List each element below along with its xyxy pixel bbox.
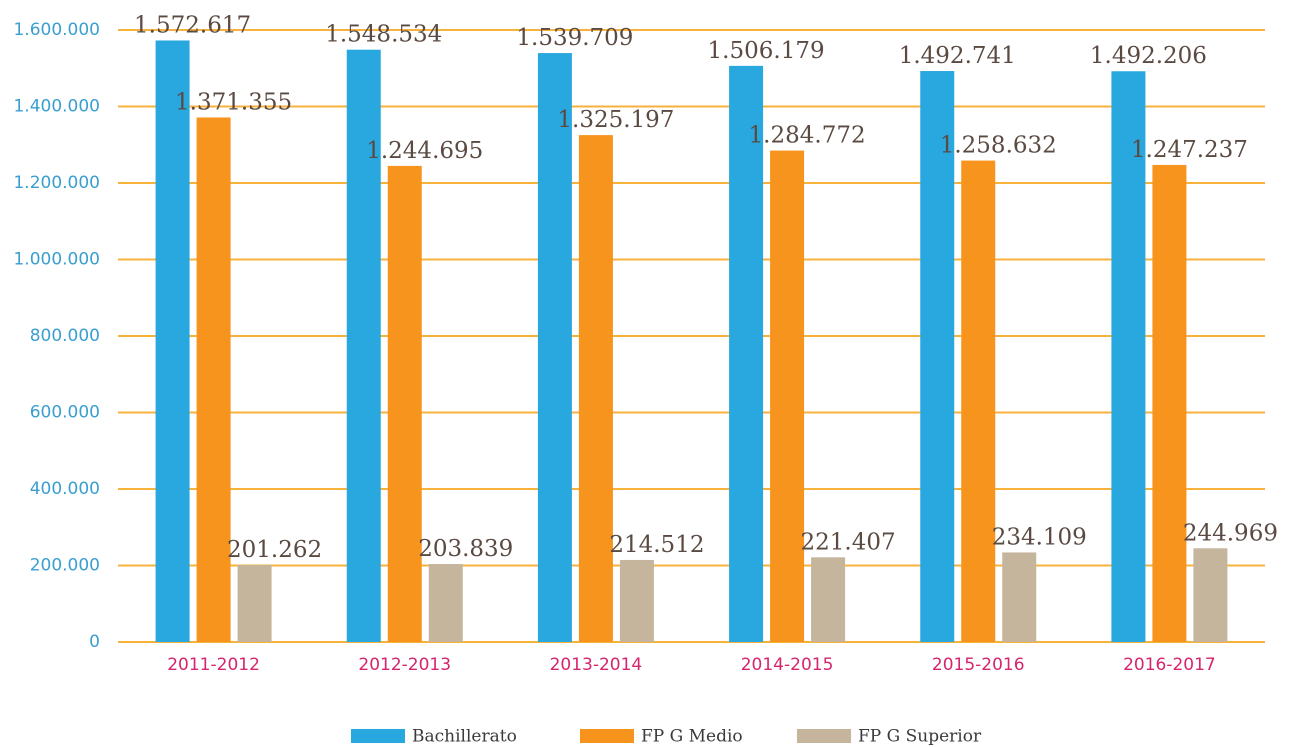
- value-label: 1.492.741: [899, 43, 1016, 69]
- value-label: 1.572.617: [134, 12, 251, 38]
- bar: [537, 53, 572, 643]
- legend-swatch: [580, 729, 634, 743]
- x-tick-label: 2015-2016: [932, 655, 1025, 675]
- value-label: 1.506.179: [708, 38, 825, 64]
- value-label: 244.969: [1183, 520, 1278, 546]
- y-tick-label: 200.000: [30, 556, 100, 576]
- value-label: 1.371.355: [175, 89, 292, 115]
- x-tick-label: 2013-2014: [550, 655, 643, 675]
- y-tick-label: 1.000.000: [13, 250, 100, 270]
- value-label: 1.492.206: [1090, 43, 1207, 69]
- y-tick-label: 1.400.000: [13, 97, 100, 117]
- y-tick-label: 800.000: [30, 326, 100, 346]
- x-tick-label: 2012-2013: [358, 655, 451, 675]
- y-tick-label: 0: [89, 632, 100, 652]
- value-label: 1.247.237: [1131, 137, 1248, 163]
- value-label: 1.244.695: [366, 138, 483, 164]
- legend-swatch: [797, 729, 851, 743]
- x-tick-label: 2014-2015: [741, 655, 834, 675]
- bar: [811, 557, 846, 642]
- y-tick-label: 1.200.000: [13, 173, 100, 193]
- legend-swatch: [351, 729, 405, 743]
- bar: [961, 160, 996, 643]
- y-tick-label: 1.600.000: [13, 20, 100, 40]
- bar: [729, 65, 764, 642]
- legend-label: FP G Medio: [641, 727, 743, 747]
- bar: [1152, 164, 1187, 642]
- value-label: 201.262: [227, 537, 322, 563]
- bar: [1193, 548, 1228, 642]
- bar: [770, 150, 805, 642]
- value-label: 221.407: [801, 529, 896, 555]
- value-label: 1.284.772: [749, 123, 866, 149]
- value-label: 1.548.534: [325, 22, 442, 48]
- bar: [1002, 552, 1037, 642]
- y-tick-label: 600.000: [30, 403, 100, 423]
- legend-label: Bachillerato: [412, 727, 517, 747]
- bar: [155, 40, 190, 642]
- x-tick-label: 2016-2017: [1123, 655, 1216, 675]
- bar: [196, 117, 231, 642]
- value-label: 214.512: [609, 532, 704, 558]
- value-label: 1.539.709: [516, 25, 633, 51]
- bar: [428, 564, 463, 642]
- legend-label: FP G Superior: [858, 727, 982, 747]
- bar: [1111, 71, 1146, 643]
- y-tick-label: 400.000: [30, 479, 100, 499]
- x-tick-label: 2011-2012: [167, 655, 260, 675]
- value-label: 234.109: [992, 524, 1087, 550]
- bar: [578, 135, 613, 642]
- value-label: 1.325.197: [557, 107, 674, 133]
- bar: [387, 165, 422, 642]
- value-label: 1.258.632: [940, 133, 1057, 159]
- value-label: 203.839: [418, 536, 513, 562]
- bar: [619, 559, 654, 642]
- bar: [346, 49, 381, 643]
- bar: [237, 565, 272, 642]
- bar: [920, 71, 955, 643]
